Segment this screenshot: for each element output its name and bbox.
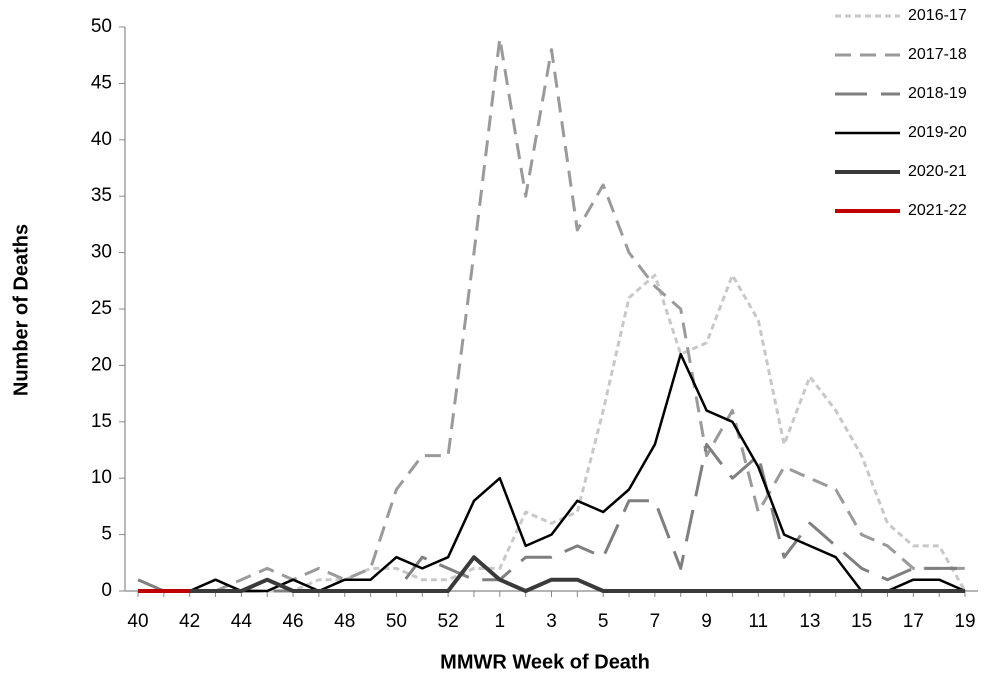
y-tick-label: 35 bbox=[91, 185, 112, 206]
y-tick-label: 50 bbox=[91, 16, 112, 37]
y-tick-label: 40 bbox=[91, 129, 112, 150]
x-tick-label: 15 bbox=[851, 611, 872, 632]
x-tick-label: 17 bbox=[903, 611, 924, 632]
x-tick-label: 13 bbox=[799, 611, 820, 632]
x-tick-label: 52 bbox=[438, 611, 459, 632]
x-tick-label: 40 bbox=[127, 611, 148, 632]
x-tick-label: 1 bbox=[495, 611, 506, 632]
series-line bbox=[138, 352, 966, 593]
y-tick-label: 20 bbox=[91, 354, 112, 375]
y-tick-label: 15 bbox=[91, 411, 112, 432]
y-tick-label: 10 bbox=[91, 467, 112, 488]
x-tick-label: 11 bbox=[748, 611, 768, 632]
y-tick-label: 25 bbox=[91, 298, 112, 319]
x-tick-label: 19 bbox=[954, 611, 975, 632]
y-tick-label: 0 bbox=[101, 580, 112, 601]
y-tick-label: 45 bbox=[91, 72, 112, 93]
legend-label: 2016-17 bbox=[908, 7, 967, 24]
legend-label: 2017-18 bbox=[908, 46, 967, 63]
x-axis-title: MMWR Week of Death bbox=[440, 651, 650, 673]
x-tick-label: 9 bbox=[701, 611, 712, 632]
x-tick-label: 46 bbox=[282, 611, 303, 632]
x-tick-label: 7 bbox=[650, 611, 661, 632]
x-tick-label: 50 bbox=[386, 611, 407, 632]
y-axis-title: Number of Deaths bbox=[10, 224, 32, 396]
legend-label: 2018-19 bbox=[908, 85, 967, 102]
x-tick-label: 48 bbox=[334, 611, 355, 632]
x-tick-label: 44 bbox=[231, 611, 253, 632]
legend-label: 2020-21 bbox=[908, 163, 967, 180]
x-tick-label: 5 bbox=[598, 611, 609, 632]
x-tick-label: 3 bbox=[546, 611, 557, 632]
series-line bbox=[138, 555, 965, 593]
x-tick-label: 42 bbox=[179, 611, 200, 632]
series-line bbox=[138, 36, 965, 593]
series-line bbox=[138, 273, 967, 593]
legend-label: 2021-22 bbox=[908, 202, 967, 219]
y-tick-label: 30 bbox=[91, 242, 112, 263]
legend-label: 2019-20 bbox=[908, 124, 967, 141]
y-tick-label: 5 bbox=[101, 524, 112, 545]
series-line bbox=[137, 442, 965, 593]
